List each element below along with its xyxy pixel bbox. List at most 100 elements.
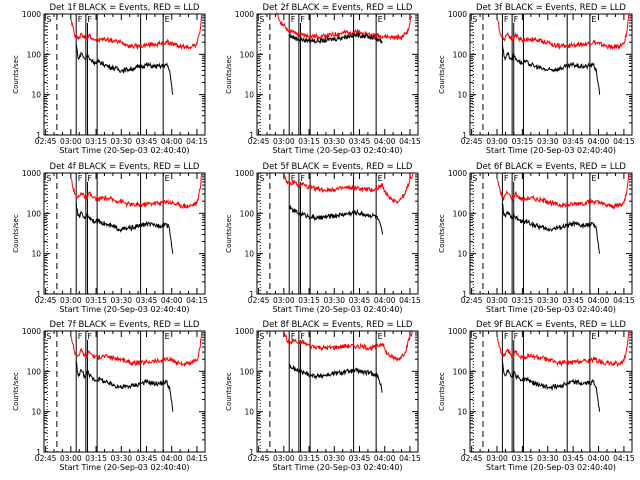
x-tick-label: 03:30 xyxy=(323,137,345,146)
corner-label-bg xyxy=(503,15,511,23)
y-tick-label: 1 xyxy=(462,290,467,299)
y-tick-label: 1 xyxy=(462,448,467,457)
x-tick-label: 04:00 xyxy=(161,454,183,463)
x-tick-label: 03:15 xyxy=(512,137,534,146)
x-tick-label: 03:30 xyxy=(110,454,132,463)
y-axis-label: Counts/sec xyxy=(225,214,233,253)
x-tick-label: 03:45 xyxy=(349,454,371,463)
x-tick-label: 02:45 xyxy=(248,454,270,463)
series-lld-line xyxy=(275,11,413,41)
corner-label-bg xyxy=(290,15,298,23)
corner-label-bg xyxy=(513,15,521,23)
corner-label: E xyxy=(591,332,596,341)
corner-label: S xyxy=(46,332,51,341)
corner-label: F xyxy=(300,174,305,183)
corner-label-bg xyxy=(299,15,307,23)
series-lld-line xyxy=(70,330,203,367)
series-events-line xyxy=(289,363,383,393)
x-tick-label: 03:30 xyxy=(110,137,132,146)
y-axis-label: Counts/sec xyxy=(438,55,446,94)
corner-label-bg xyxy=(86,174,94,182)
x-tick-label: 03:45 xyxy=(562,137,584,146)
series-lld-line xyxy=(497,172,630,210)
x-tick-label: 03:30 xyxy=(323,296,345,305)
x-tick-label: 04:00 xyxy=(588,296,610,305)
x-tick-label: 03:45 xyxy=(562,454,584,463)
corner-label: E xyxy=(378,15,383,24)
x-tick-label: 03:15 xyxy=(298,296,320,305)
corner-label-bg xyxy=(471,332,479,340)
panel-5: Det 5f BLACK = Events, RED = LLD 1 10 100 10… xyxy=(225,162,421,314)
series-lld-line xyxy=(70,172,203,209)
plot-frame xyxy=(43,13,206,136)
corner-label-bg xyxy=(513,332,521,340)
y-tick-label: 100 xyxy=(453,367,468,376)
x-tick-label: 02:45 xyxy=(35,454,57,463)
panel-7: Det 7f BLACK = Events, RED = LLD 1 10 100 10… xyxy=(12,320,208,472)
x-tick-label: 04:15 xyxy=(613,137,635,146)
x-tick-label: 04:15 xyxy=(613,296,635,305)
corner-label: E xyxy=(165,15,170,24)
corner-label: S xyxy=(259,174,264,183)
y-tick-label: 1 xyxy=(249,448,254,457)
y-tick-label: 1000 xyxy=(448,10,467,19)
y-tick-label: 10 xyxy=(457,408,467,417)
x-tick-label: 03:00 xyxy=(486,296,508,305)
x-tick-label: 04:00 xyxy=(588,454,610,463)
corner-label: S xyxy=(472,174,477,183)
x-tick-label: 02:45 xyxy=(461,137,483,146)
corner-label: F xyxy=(78,174,83,183)
x-tick-label: 03:15 xyxy=(512,296,534,305)
plot-frame xyxy=(43,330,206,453)
y-tick-label: 1 xyxy=(36,290,41,299)
panel-8: Det 8f BLACK = Events, RED = LLD 1 10 100 10… xyxy=(225,320,421,472)
corner-label-bg xyxy=(471,174,479,182)
x-tick-label: 03:15 xyxy=(85,296,107,305)
y-tick-label: 10 xyxy=(457,250,467,259)
x-tick-label: 03:30 xyxy=(537,296,559,305)
corner-label: F xyxy=(300,332,305,341)
y-tick-label: 1000 xyxy=(22,327,41,336)
x-tick-label: 04:15 xyxy=(186,454,208,463)
x-tick-label: 04:00 xyxy=(374,137,396,146)
y-tick-label: 10 xyxy=(244,408,254,417)
y-tick-label: 1000 xyxy=(235,327,254,336)
x-tick-label: 03:45 xyxy=(349,137,371,146)
y-tick-label: 1 xyxy=(249,131,254,140)
y-tick-label: 100 xyxy=(240,209,255,218)
corner-label-bg xyxy=(258,332,266,340)
x-tick-label: 02:45 xyxy=(461,454,483,463)
corner-label-bg xyxy=(299,332,307,340)
corner-label-bg xyxy=(290,332,298,340)
corner-label-bg xyxy=(86,15,94,23)
x-tick-label: 03:30 xyxy=(323,454,345,463)
x-tick-label: 04:00 xyxy=(374,454,396,463)
y-tick-label: 1 xyxy=(462,131,467,140)
y-tick-label: 10 xyxy=(244,91,254,100)
corner-label: F xyxy=(87,15,92,24)
corner-label: F xyxy=(78,15,83,24)
x-tick-label: 04:15 xyxy=(186,137,208,146)
panel-title: Det 4f BLACK = Events, RED = LLD xyxy=(50,162,200,172)
corner-label-bg xyxy=(77,15,85,23)
panel-1: Det 1f BLACK = Events, RED = LLD 1 10 100 10… xyxy=(12,3,208,155)
corner-label: E xyxy=(591,174,596,183)
corner-label: F xyxy=(291,332,296,341)
corner-label: F xyxy=(514,15,519,24)
corner-label-bg xyxy=(503,332,511,340)
corner-label: F xyxy=(504,174,509,183)
x-tick-label: 02:45 xyxy=(248,296,270,305)
y-axis-label: Counts/sec xyxy=(438,214,446,253)
x-tick-label: 04:15 xyxy=(186,296,208,305)
corner-label: S xyxy=(259,332,264,341)
panel-9: Det 9f BLACK = Events, RED = LLD 1 10 100 10… xyxy=(438,320,635,472)
x-tick-label: 03:45 xyxy=(136,454,158,463)
y-tick-label: 1 xyxy=(36,131,41,140)
x-tick-label: 03:45 xyxy=(562,296,584,305)
x-tick-label: 03:00 xyxy=(273,454,295,463)
x-tick-label: 03:15 xyxy=(85,454,107,463)
x-axis-label: Start Time (20-Sep-03 02:40:40) xyxy=(59,463,189,472)
x-axis-label: Start Time (20-Sep-03 02:40:40) xyxy=(59,305,189,314)
plot-frame xyxy=(256,13,419,136)
panel-title: Det 8f BLACK = Events, RED = LLD xyxy=(263,320,413,330)
